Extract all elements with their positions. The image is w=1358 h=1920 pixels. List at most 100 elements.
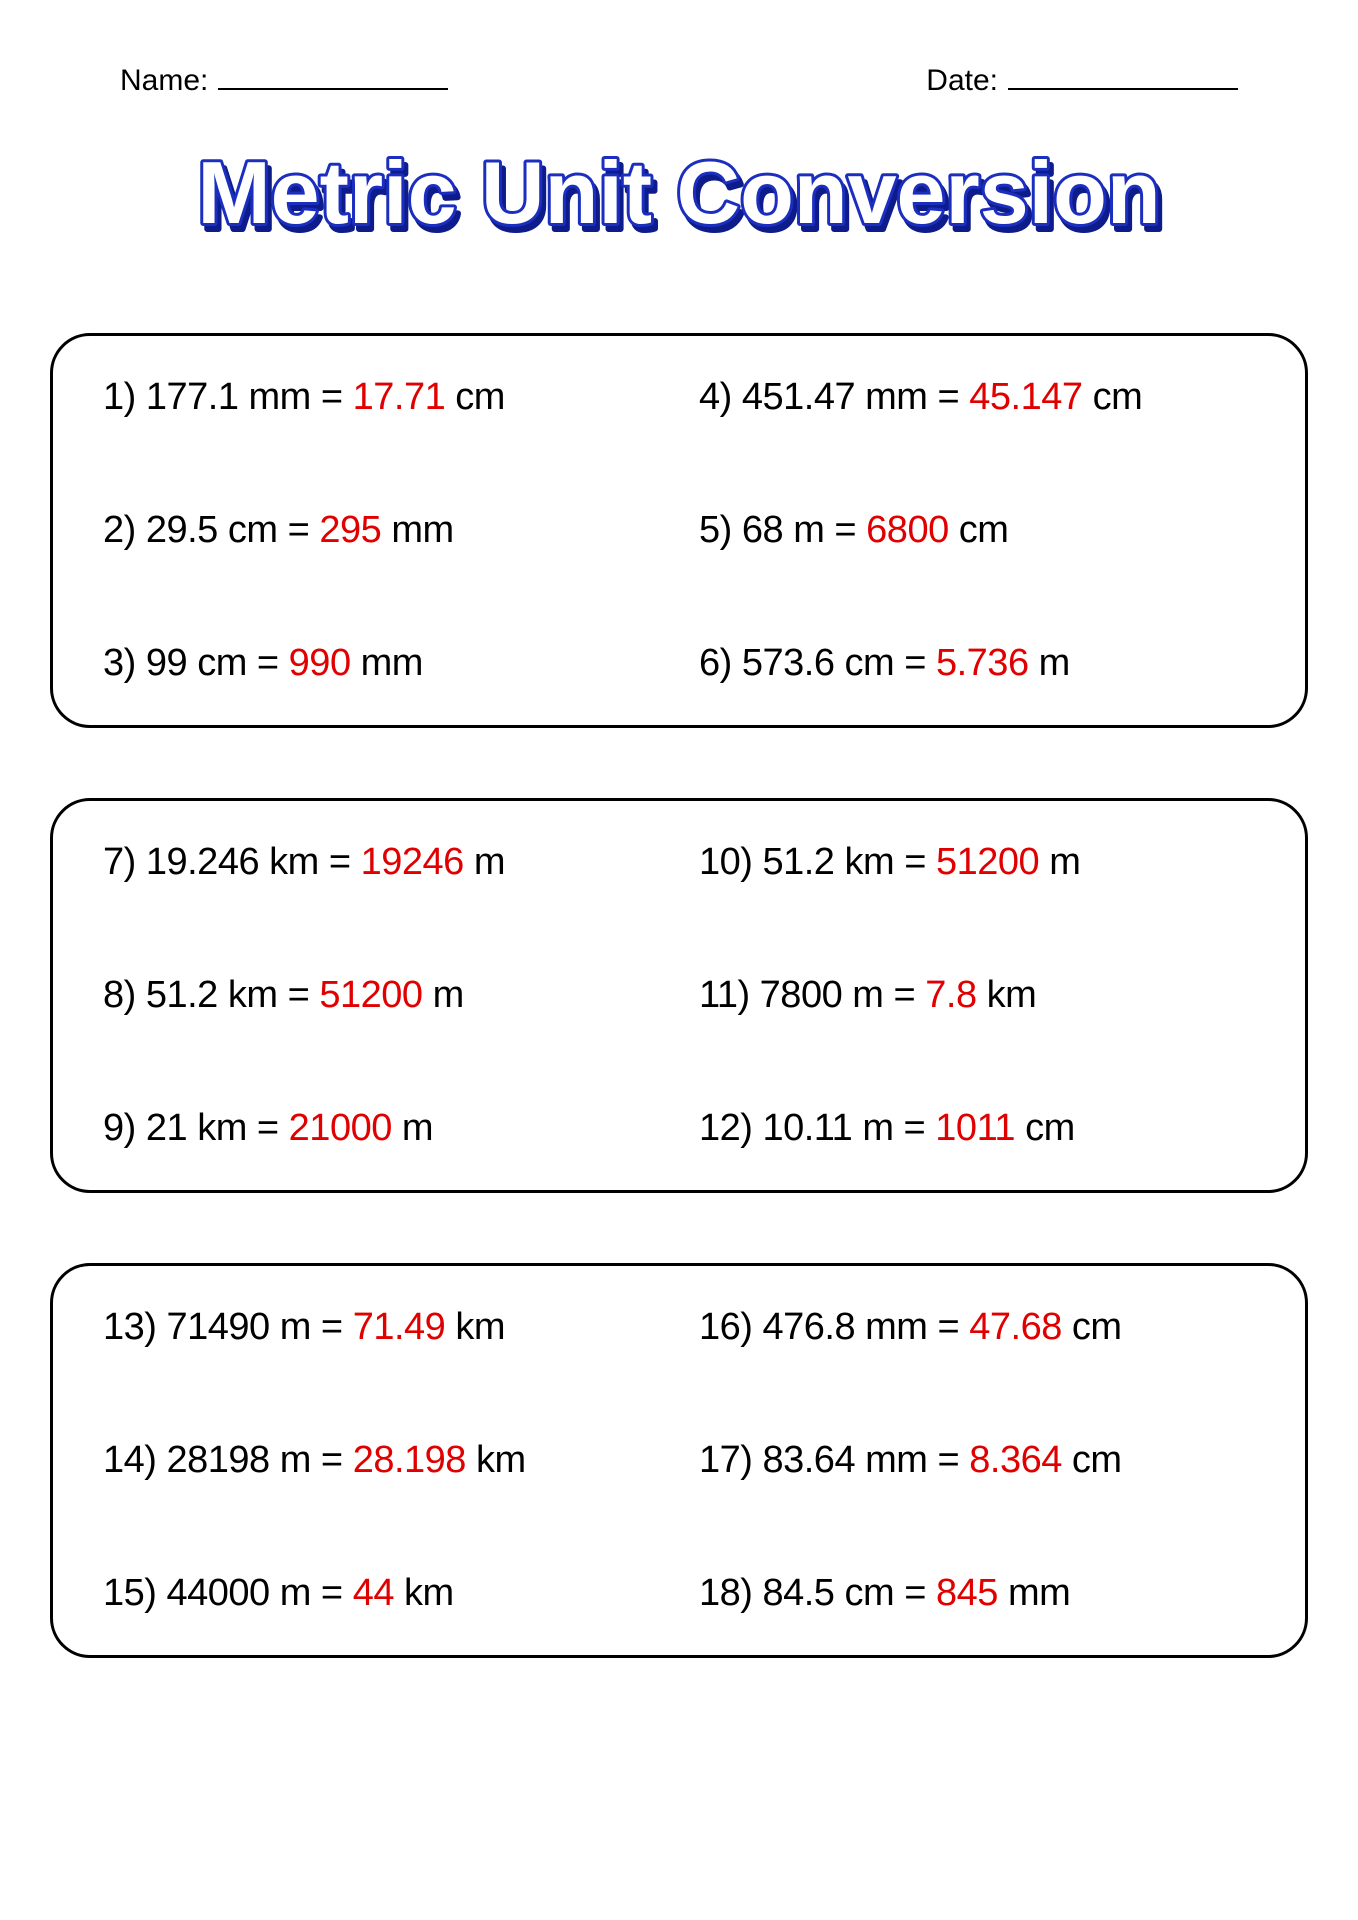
lhs-unit: m (270, 1306, 311, 1348)
answer-value: 17.71 (353, 376, 446, 418)
answer-value: 51200 (319, 974, 432, 1016)
rhs-unit: m (433, 974, 464, 1016)
problem-grid: 1) 177.1 mm = 17.71 cm 4) 451.47 mm = 45.… (103, 376, 1275, 685)
name-label: Name: (120, 64, 208, 98)
equals: = (311, 1306, 353, 1348)
equals: = (278, 509, 320, 551)
lhs-value: 10.11 (762, 1107, 852, 1149)
rhs-unit: km (445, 1306, 505, 1348)
equals: = (927, 376, 969, 418)
title-wrap: Metric Unit Conversion (50, 128, 1308, 273)
problem-number: 17) (699, 1439, 762, 1481)
lhs-value: 44000 (166, 1572, 269, 1614)
problem-4: 4) 451.47 mm = 45.147 cm (699, 376, 1275, 419)
name-input-line[interactable] (218, 60, 448, 90)
equals: = (311, 1572, 353, 1614)
date-field: Date: (926, 60, 1238, 98)
problem-grid: 13) 71490 m = 71.49 km 16) 476.8 mm = 47.… (103, 1306, 1275, 1615)
problem-7: 7) 19.246 km = 19246 m (103, 841, 679, 884)
lhs-unit: km (259, 841, 319, 883)
problem-number: 14) (103, 1439, 166, 1481)
problem-5: 5) 68 m = 6800 cm (699, 509, 1275, 552)
worksheet-page: Name: Date: Metric Unit Conversion 1) 17… (0, 0, 1358, 1808)
answer-value: 5.736 (936, 642, 1029, 684)
problem-number: 9) (103, 1107, 146, 1149)
rhs-unit: km (466, 1439, 526, 1481)
problem-number: 5) (699, 509, 742, 551)
answer-value: 295 (319, 509, 381, 551)
lhs-unit: mm (855, 1306, 927, 1348)
problem-1: 1) 177.1 mm = 17.71 cm (103, 376, 679, 419)
problem-number: 13) (103, 1306, 166, 1348)
answer-value: 6800 (866, 509, 949, 551)
problem-16: 16) 476.8 mm = 47.68 cm (699, 1306, 1275, 1349)
equals: = (927, 1439, 969, 1481)
lhs-value: 51.2 (762, 841, 834, 883)
answer-value: 7.8 (925, 974, 976, 1016)
lhs-unit: mm (855, 1439, 927, 1481)
lhs-unit: cm (834, 642, 894, 684)
lhs-value: 71490 (166, 1306, 269, 1348)
problem-box-2: 7) 19.246 km = 19246 m10) 51.2 km = 5120… (50, 798, 1308, 1193)
problem-number: 8) (103, 974, 146, 1016)
boxes-container: 1) 177.1 mm = 17.71 cm 4) 451.47 mm = 45.… (50, 333, 1308, 1658)
rhs-unit: mm (351, 642, 423, 684)
problem-number: 18) (699, 1572, 762, 1614)
problem-number: 2) (103, 509, 146, 551)
lhs-unit: km (218, 974, 278, 1016)
date-input-line[interactable] (1008, 60, 1238, 90)
answer-value: 71.49 (353, 1306, 446, 1348)
rhs-unit: cm (1083, 376, 1143, 418)
lhs-value: 451.47 (742, 376, 855, 418)
equals: = (883, 974, 925, 1016)
answer-value: 8.364 (969, 1439, 1062, 1481)
equals: = (247, 1107, 289, 1149)
problem-6: 6) 573.6 cm = 5.736 m (699, 642, 1275, 685)
problem-number: 3) (103, 642, 146, 684)
answer-value: 990 (289, 642, 351, 684)
answer-value: 1011 (935, 1107, 1015, 1149)
lhs-unit: km (834, 841, 894, 883)
lhs-unit: cm (187, 642, 247, 684)
rhs-unit: m (1039, 841, 1080, 883)
problem-box-1: 1) 177.1 mm = 17.71 cm 4) 451.47 mm = 45.… (50, 333, 1308, 728)
answer-value: 44 (353, 1572, 394, 1614)
date-label: Date: (926, 64, 998, 98)
problem-number: 7) (103, 841, 146, 883)
equals: = (893, 1107, 935, 1149)
problem-12: 12) 10.11 m = 1011 cm (699, 1107, 1275, 1150)
rhs-unit: m (1029, 642, 1070, 684)
lhs-value: 21 (146, 1107, 187, 1149)
answer-value: 28.198 (353, 1439, 466, 1481)
lhs-value: 83.64 (762, 1439, 855, 1481)
title-text: Metric Unit Conversion (197, 143, 1160, 242)
equals: = (894, 841, 936, 883)
problem-3: 3) 99 cm = 990 mm (103, 642, 679, 685)
problem-18: 18) 84.5 cm = 845 mm (699, 1572, 1275, 1615)
equals: = (278, 974, 320, 1016)
lhs-value: 28198 (166, 1439, 269, 1481)
header-row: Name: Date: (50, 60, 1308, 98)
rhs-unit: mm (381, 509, 453, 551)
equals: = (894, 1572, 936, 1614)
answer-value: 51200 (936, 841, 1039, 883)
answer-value: 21000 (289, 1107, 392, 1149)
problem-8: 8) 51.2 km = 51200 m (103, 974, 679, 1017)
rhs-unit: cm (1062, 1306, 1122, 1348)
problem-17: 17) 83.64 mm = 8.364 cm (699, 1439, 1275, 1482)
lhs-value: 7800 (760, 974, 843, 1016)
problem-13: 13) 71490 m = 71.49 km (103, 1306, 679, 1349)
problem-box-3: 13) 71490 m = 71.49 km 16) 476.8 mm = 47.… (50, 1263, 1308, 1658)
equals: = (311, 376, 353, 418)
rhs-unit: cm (1015, 1107, 1075, 1149)
rhs-unit: cm (1062, 1439, 1122, 1481)
equals: = (824, 509, 866, 551)
rhs-unit: m (464, 841, 505, 883)
problem-2: 2) 29.5 cm = 295 mm (103, 509, 679, 552)
lhs-value: 84.5 (762, 1572, 834, 1614)
problem-number: 15) (103, 1572, 166, 1614)
equals: = (894, 642, 936, 684)
equals: = (319, 841, 361, 883)
lhs-unit: mm (238, 376, 310, 418)
lhs-unit: m (852, 1107, 893, 1149)
